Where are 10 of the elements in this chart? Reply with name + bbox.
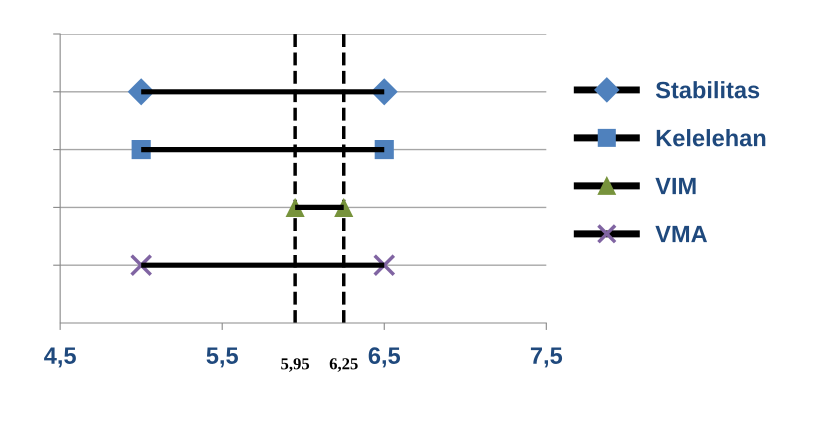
ref-line-label: 6,25 [330,358,358,372]
legend-label: VMA [655,226,708,242]
ref-line-label: 5,95 [281,358,310,372]
legend-label: VIM [655,178,696,194]
legend-label: Kelelehan [656,129,766,146]
x-tick-label: 4,5 [44,347,76,368]
x-tick-label: 5,5 [206,347,238,368]
x-tick-label: 6,5 [368,347,400,368]
legend-label: Stabilitas [656,81,760,98]
x-tick-label: 7,5 [530,347,562,368]
